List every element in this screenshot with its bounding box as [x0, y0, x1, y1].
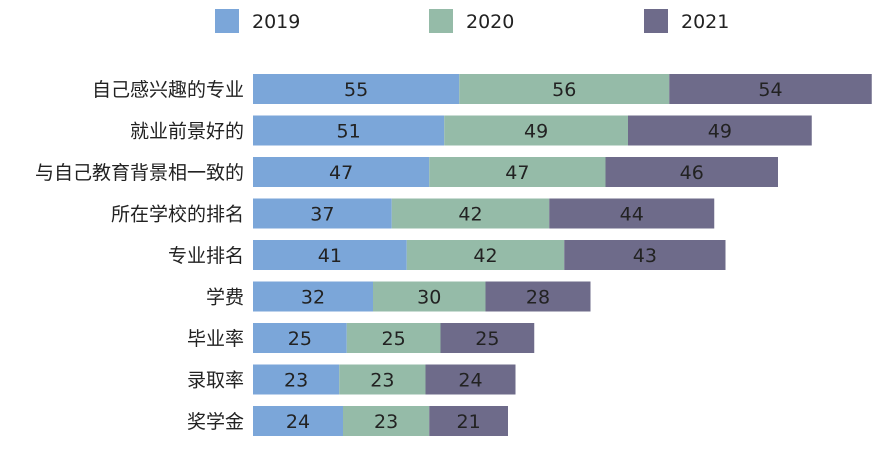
bar-segment-2019 — [253, 157, 430, 187]
bar-segment-2021 — [564, 240, 726, 270]
category-label: 专业排名 — [168, 245, 244, 267]
bar-segment-2020 — [444, 115, 628, 146]
bar-segment-2020 — [346, 323, 441, 353]
data-label-2021: 49 — [708, 121, 732, 143]
data-label-2021: 24 — [458, 370, 482, 392]
data-label-2019: 47 — [329, 162, 353, 184]
data-label-2020: 30 — [417, 287, 441, 309]
data-label-2020: 56 — [552, 79, 576, 101]
bar-segment-2020 — [339, 364, 426, 395]
data-label-2019: 37 — [310, 204, 334, 226]
data-label-2021: 43 — [633, 245, 657, 267]
bar-segment-2020 — [373, 281, 486, 312]
data-label-2019: 41 — [318, 245, 342, 267]
data-label-2021: 28 — [526, 287, 550, 309]
category-label: 自己感兴趣的专业 — [92, 79, 244, 101]
bar-segment-2020 — [406, 240, 565, 270]
legend-label-2019: 2019 — [252, 11, 300, 33]
legend-swatch-2019 — [215, 9, 239, 33]
category-label: 就业前景好的 — [130, 121, 244, 143]
bar-segment-2021 — [440, 323, 535, 353]
bar-segment-2021 — [425, 364, 516, 395]
data-label-2019: 24 — [286, 411, 310, 433]
category-labels: 自己感兴趣的专业就业前景好的与自己教育背景相一致的所在学校的排名专业排名学费毕业… — [35, 79, 244, 433]
bar-segment-2021 — [628, 115, 812, 146]
legend-label-2020: 2020 — [466, 11, 514, 33]
data-label-2021: 25 — [475, 328, 499, 350]
bar-segment-2019 — [253, 115, 445, 146]
data-label-2020: 42 — [473, 245, 497, 267]
category-label: 毕业率 — [187, 328, 244, 350]
data-label-2019: 55 — [344, 79, 368, 101]
bar-segment-2019 — [253, 74, 460, 104]
bar-segment-2021 — [549, 198, 715, 229]
data-label-2021: 46 — [680, 162, 704, 184]
legend-label-2021: 2021 — [681, 11, 729, 33]
data-label-2021: 54 — [758, 79, 782, 101]
legend-swatch-2021 — [644, 9, 668, 33]
bar-segment-2019 — [253, 364, 340, 395]
data-label-2021: 44 — [620, 204, 644, 226]
bar-segment-2021 — [605, 157, 778, 187]
data-label-2020: 42 — [458, 204, 482, 226]
data-label-2021: 21 — [457, 411, 481, 433]
legend-swatch-2020 — [429, 9, 453, 33]
data-label-2019: 23 — [284, 370, 308, 392]
bar-segment-2020 — [429, 157, 606, 187]
bar-segment-2020 — [343, 406, 430, 436]
category-label: 与自己教育背景相一致的 — [35, 162, 244, 184]
bar-segment-2019 — [253, 406, 343, 436]
data-label-2020: 23 — [370, 370, 394, 392]
bar-segment-2019 — [253, 198, 392, 229]
data-label-2020: 23 — [374, 411, 398, 433]
legend: 2019 2020 2021 — [215, 9, 729, 33]
category-label: 学费 — [206, 287, 244, 309]
data-label-2019: 32 — [301, 287, 325, 309]
data-label-2020: 47 — [505, 162, 529, 184]
bar-segment-2019 — [253, 323, 347, 353]
data-label-2020: 49 — [524, 121, 548, 143]
data-label-2020: 25 — [382, 328, 406, 350]
category-label: 录取率 — [187, 370, 244, 392]
bar-segment-2019 — [253, 240, 407, 270]
category-label: 奖学金 — [187, 411, 244, 433]
bar-segment-2021 — [429, 406, 508, 436]
bars: 55 56 54 51 49 49 47 47 46 37 42 44 41 42 43 32 30 28 25 25… — [253, 74, 872, 436]
bar-segment-2019 — [253, 281, 373, 312]
bar-segment-2020 — [391, 198, 550, 229]
data-label-2019: 25 — [288, 328, 312, 350]
data-label-2019: 51 — [337, 121, 361, 143]
category-label: 所在学校的排名 — [111, 204, 244, 226]
bar-segment-2020 — [459, 74, 670, 104]
bar-segment-2021 — [485, 281, 591, 312]
bar-segment-2021 — [669, 74, 872, 104]
